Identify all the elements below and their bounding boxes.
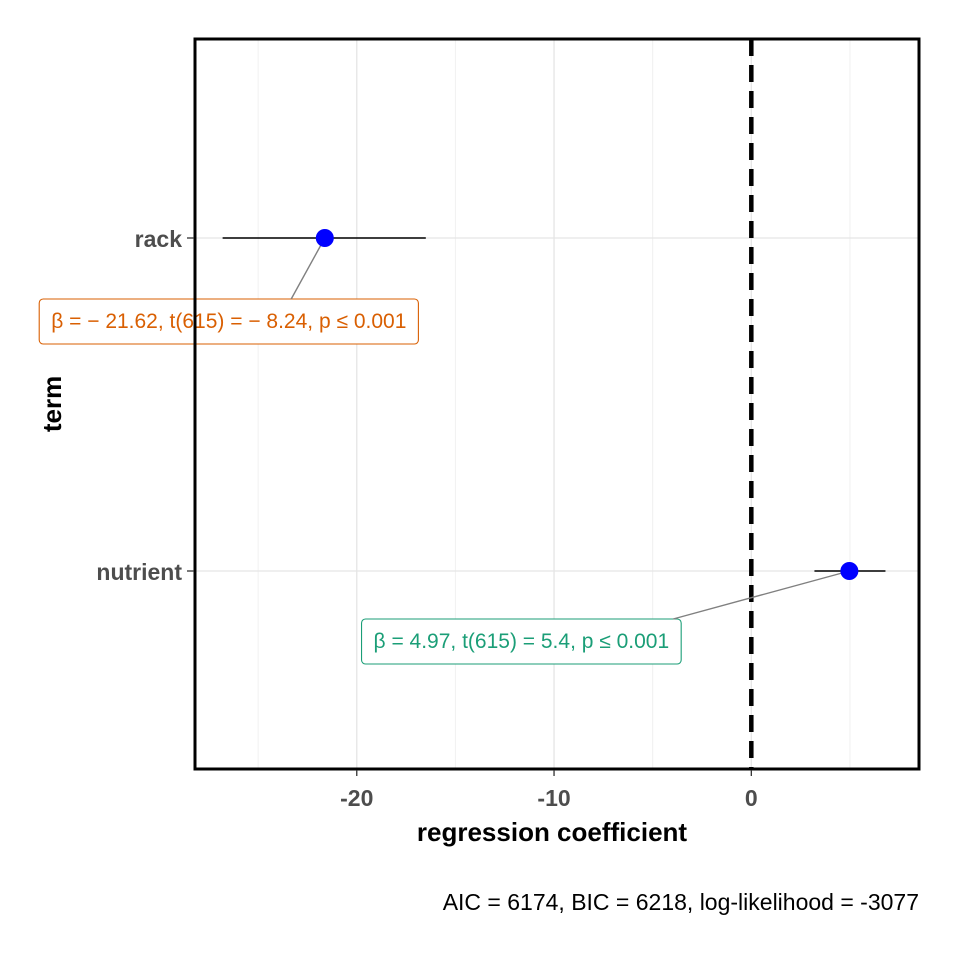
stat-label-box [38,298,419,345]
y-axis-title: term [37,376,67,432]
x-axis-title: regression coefficient [417,817,688,847]
panel-border [193,37,921,771]
x-tick-label: -10 [537,785,570,811]
stat-label-text: β = − 21.62, t(615) = − 8.24, p ≤ 0.001 [51,310,406,333]
label-leader-line [290,237,326,300]
x-tick-label: 0 [745,785,758,811]
stat-label-box [360,618,682,665]
plot-marks: β = − 21.62, t(615) = − 8.24, p ≤ 0.001 β… [38,39,886,769]
x-tick-label: -20 [340,785,373,811]
grid-lines [195,39,919,769]
stat-label-text: β = 4.97, t(615) = 5.4, p ≤ 0.001 [374,630,670,653]
model-fit-caption: AIC = 6174, BIC = 6218, log-likelihood =… [443,889,919,915]
y-tick-label: nutrient [96,559,182,585]
estimate-point [315,229,334,247]
estimate-point [840,562,859,580]
label-leader-line [672,570,850,620]
y-tick-label: rack [135,226,183,252]
axes: -20 -10 0 rack nutrient [96,226,757,811]
